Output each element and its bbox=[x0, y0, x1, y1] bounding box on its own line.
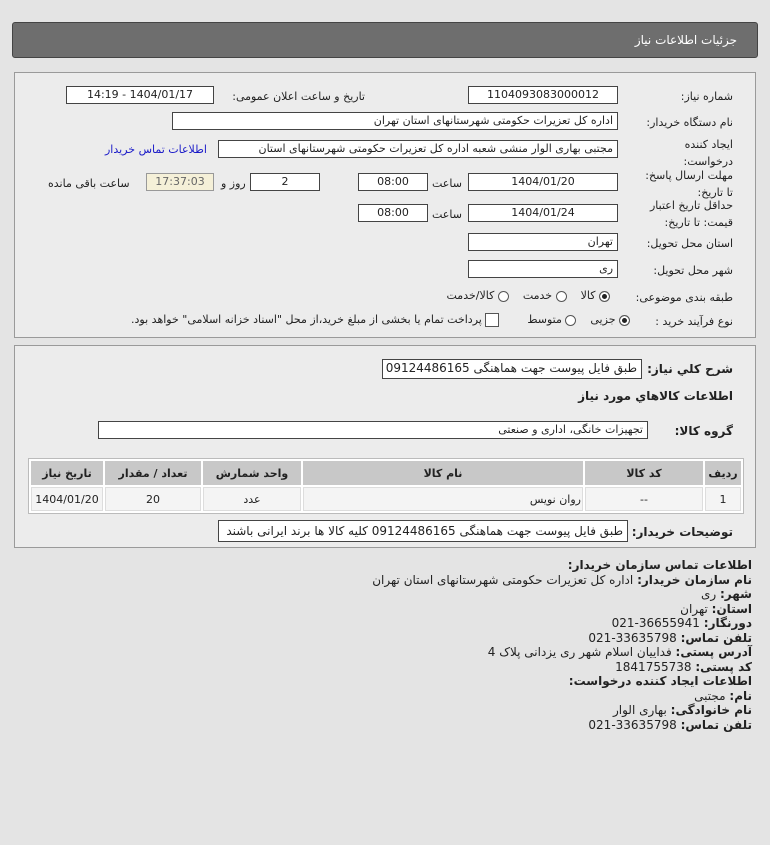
radio-goods[interactable] bbox=[599, 290, 610, 302]
city-label: شهر محل تحویل: bbox=[653, 264, 733, 277]
time-label: ساعت bbox=[432, 208, 462, 221]
buyer-org-field: اداره کل تعزیرات حکومتی شهرستانهای استان… bbox=[172, 112, 618, 130]
col-unit: واحد شمارش bbox=[203, 461, 301, 485]
creator-field: مجتبی بهاری الوار منشی شعبه اداره کل تعز… bbox=[218, 140, 618, 158]
time-label: ساعت bbox=[432, 177, 462, 190]
radio-medium[interactable] bbox=[565, 314, 577, 326]
page-title: جزئیات اطلاعات نیاز bbox=[634, 33, 737, 47]
validity-label-2: قیمت: تا تاریخ: bbox=[664, 216, 733, 229]
group-field: تجهیزات خانگی، اداری و صنعتی bbox=[98, 421, 648, 439]
desc-field: طبق فایل پیوست جهت هماهنگی 09124486165 bbox=[382, 359, 642, 379]
province-label: استان محل تحویل: bbox=[646, 237, 733, 250]
col-name: نام کالا bbox=[303, 461, 583, 485]
deadline-label-2: تا تاریخ: bbox=[697, 186, 733, 199]
category-radio-group: کالا خدمت کالا/خدمت bbox=[447, 289, 610, 302]
process-radio-group: جزیی متوسط پرداخت تمام یا بخشی از مبلغ خ… bbox=[131, 313, 630, 327]
group-label: گروه کالا: bbox=[674, 424, 733, 438]
notes-field: طبق فایل پیوست جهت هماهنگی 09124486165 ک… bbox=[218, 520, 628, 542]
province-field: تهران bbox=[468, 233, 618, 251]
announce-label: تاریخ و ساعت اعلان عمومی: bbox=[232, 90, 365, 103]
col-code: کد کالا bbox=[585, 461, 703, 485]
table-header-row: ردیف کد کالا نام کالا واحد شمارش تعداد /… bbox=[31, 461, 741, 485]
validity-label: حداقل تاریخ اعتبار bbox=[649, 199, 733, 212]
desc-label: شرح کلي نياز: bbox=[647, 362, 733, 376]
validity-time-field: 08:00 bbox=[358, 204, 428, 222]
contact-info: اطلاعات تماس سازمان خریدار: نام سازمان خ… bbox=[372, 558, 752, 732]
page-header: جزئیات اطلاعات نیاز bbox=[12, 22, 758, 58]
payment-note: پرداخت تمام یا بخشی از مبلغ خرید،از محل … bbox=[131, 313, 482, 326]
table-row: 1 -- روان نویس عدد 20 1404/01/20 bbox=[31, 487, 741, 511]
deadline-label: مهلت ارسال پاسخ: bbox=[645, 169, 733, 182]
creator-label-2: درخواست: bbox=[683, 155, 733, 168]
radio-minor[interactable] bbox=[619, 314, 630, 326]
remaining-label: ساعت باقی مانده bbox=[48, 177, 130, 190]
notes-label: توضیحات خریدار: bbox=[631, 525, 733, 539]
days-field: 2 bbox=[250, 173, 320, 191]
deadline-time-field: 08:00 bbox=[358, 173, 428, 191]
buyer-org-label: نام دستگاه خریدار: bbox=[646, 116, 733, 129]
remaining-time-field: 17:37:03 bbox=[146, 173, 214, 191]
city-field: ری bbox=[468, 260, 618, 278]
need-number-field: 1104093083000012 bbox=[468, 86, 618, 104]
category-label: طبقه بندی موضوعی: bbox=[635, 291, 733, 304]
col-qty: تعداد / مقدار bbox=[105, 461, 201, 485]
creator-label: ایجاد کننده bbox=[684, 138, 733, 151]
radio-goods-service[interactable] bbox=[497, 290, 509, 302]
deadline-date-field: 1404/01/20 bbox=[468, 173, 618, 191]
col-row: ردیف bbox=[705, 461, 741, 485]
validity-date-field: 1404/01/24 bbox=[468, 204, 618, 222]
treasury-checkbox[interactable] bbox=[485, 313, 500, 327]
goods-title: اطلاعات کالاهاي مورد نياز bbox=[578, 389, 733, 403]
announce-field: 1404/01/17 - 14:19 bbox=[66, 86, 214, 104]
radio-service[interactable] bbox=[555, 290, 567, 302]
need-number-label: شماره نیاز: bbox=[680, 90, 733, 103]
days-label: روز و bbox=[221, 177, 246, 190]
col-date: تاریخ نیاز bbox=[31, 461, 103, 485]
buyer-contact-link[interactable]: اطلاعات تماس خریدار bbox=[105, 143, 207, 156]
process-label: نوع فرآیند خرید : bbox=[655, 315, 733, 328]
goods-table: ردیف کد کالا نام کالا واحد شمارش تعداد /… bbox=[28, 458, 744, 514]
